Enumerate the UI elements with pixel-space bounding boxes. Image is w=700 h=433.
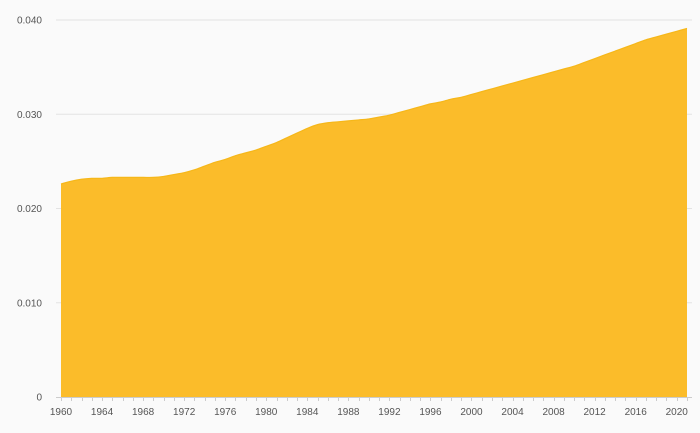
plot-area [60, 27, 688, 397]
y-tick-label: 0.020 [17, 204, 42, 215]
x-tick-label: 2012 [584, 407, 607, 418]
x-tick-label: 2016 [625, 407, 648, 418]
x-tick-label: 1960 [50, 407, 73, 418]
y-tick-label: 0.010 [17, 298, 42, 309]
x-tick-label: 1976 [214, 407, 237, 418]
x-tick-label: 2008 [542, 407, 565, 418]
x-tick-label: 1972 [173, 407, 196, 418]
x-tick-label: 2000 [460, 407, 483, 418]
area-series-line [60, 27, 688, 185]
x-tick-label: 1980 [255, 407, 278, 418]
x-tick-label: 1964 [91, 407, 114, 418]
x-tick-label: 1984 [296, 407, 319, 418]
x-tick-label: 1996 [419, 407, 442, 418]
x-tick-label: 1992 [378, 407, 401, 418]
y-tick-label: 0.040 [17, 16, 42, 27]
y-tick-label: 0 [36, 393, 42, 404]
x-tick-label: 1988 [337, 407, 360, 418]
area-series [61, 28, 687, 397]
y-tick-label: 0.030 [17, 110, 42, 121]
x-tick-label: 2020 [666, 407, 689, 418]
axes: 0 0.010 0.020 0.030 0.040 1960 1964 1968 1972 197… [17, 16, 692, 418]
x-tick-label: 1968 [132, 407, 155, 418]
x-tick-label: 2004 [501, 407, 524, 418]
